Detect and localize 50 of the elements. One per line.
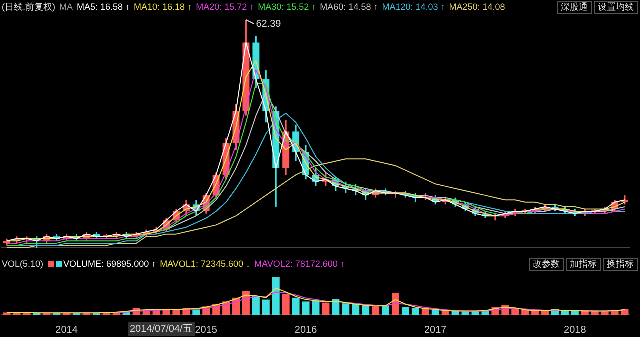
bar xyxy=(302,302,310,315)
text: MAVOL1: 72345.600 ↓ xyxy=(160,259,250,269)
text: 深股通 xyxy=(557,0,592,14)
text: 2014/07/04/五 xyxy=(128,322,195,336)
bar xyxy=(522,310,530,315)
x-tick-label: 2015 xyxy=(195,324,218,336)
x-tick-label: 2017 xyxy=(424,324,448,336)
text: MA60: 14.58 ↑ xyxy=(320,2,378,12)
bar xyxy=(192,310,200,315)
bar xyxy=(242,291,250,315)
bar xyxy=(412,308,420,315)
bar xyxy=(372,306,380,315)
text: 改参数 xyxy=(529,258,564,270)
bar xyxy=(442,311,450,315)
bar xyxy=(561,311,569,315)
bar xyxy=(292,298,300,315)
text: MA30: 15.52 ↑ xyxy=(258,2,316,12)
text: 设置均线 xyxy=(594,0,638,14)
bar xyxy=(462,312,470,315)
bar xyxy=(402,307,410,315)
bar xyxy=(352,304,360,315)
text: MAVOL2: 78172.600 ↑ xyxy=(254,259,345,269)
bar xyxy=(322,302,330,315)
x-tick-label: 2014 xyxy=(56,324,78,336)
bar xyxy=(272,277,280,315)
bar xyxy=(262,300,270,315)
bar xyxy=(342,304,350,315)
text: 换指标 xyxy=(603,258,638,270)
x-tick-label: 2016 xyxy=(294,324,318,336)
text: MA5: 16.58 ↑ xyxy=(77,2,130,12)
text: MA10: 16.18 ↑ xyxy=(134,2,192,12)
bar xyxy=(382,306,390,315)
bar xyxy=(422,309,430,315)
chart-title: VOL(5,10) xyxy=(2,259,44,269)
bar xyxy=(362,306,370,315)
bar xyxy=(282,294,290,315)
x-tick-label: 2018 xyxy=(564,324,587,336)
bar xyxy=(392,292,400,315)
bar xyxy=(162,310,170,315)
legend-label: VOLUME: 69895.000 ↑ xyxy=(62,259,156,269)
bar xyxy=(252,296,260,315)
text: 加指标 xyxy=(566,258,601,270)
bar xyxy=(532,311,540,315)
text: MA250: 14.08 xyxy=(449,2,506,12)
text: MA20: 15.72 ↑ xyxy=(196,2,254,12)
chart-title: (日线,前复权) xyxy=(2,0,56,14)
legend-title: MA xyxy=(60,2,73,12)
annotation: 62.39 xyxy=(256,18,282,30)
text: MA120: 14.03 ↑ xyxy=(382,2,446,12)
bar xyxy=(332,299,340,315)
